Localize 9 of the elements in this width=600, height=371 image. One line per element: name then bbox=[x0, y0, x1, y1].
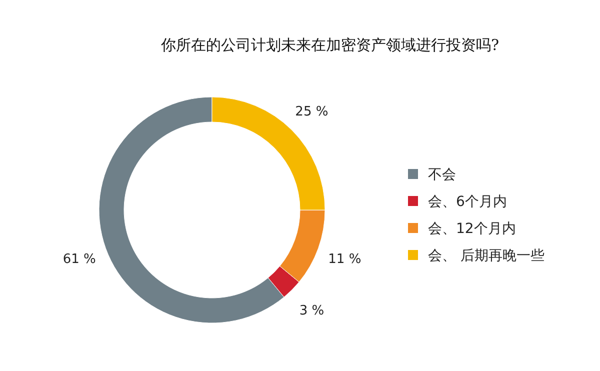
legend-label: 会、6个月内 bbox=[428, 194, 507, 210]
legend-label: 会、12个月内 bbox=[428, 221, 516, 237]
chart-title: 你所在的公司计划未来在加密资产领域进行投资吗? bbox=[160, 36, 500, 54]
legend-label: 不会 bbox=[428, 167, 456, 183]
legend-label: 会、 后期再晚一些 bbox=[428, 248, 544, 264]
data-label: 11 % bbox=[328, 252, 362, 267]
data-label: 3 % bbox=[299, 304, 324, 319]
data-label: 25 % bbox=[295, 104, 328, 120]
data-label: 61 % bbox=[62, 252, 96, 267]
